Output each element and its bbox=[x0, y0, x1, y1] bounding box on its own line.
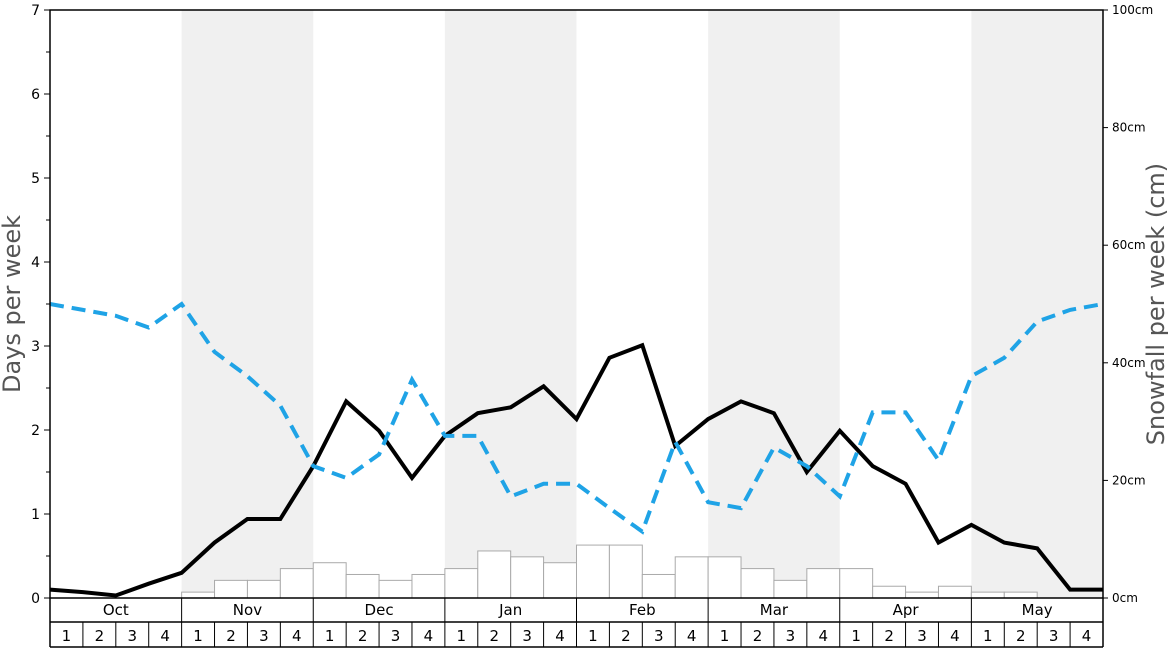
month-shade-may bbox=[971, 10, 1103, 598]
week-label: 2 bbox=[95, 627, 105, 645]
axes-layer: 0 1 2 3 4 5 6 7 0cm 20cm 40cm 60cm 80cm 100cm Oct 1 2 3 4 N… bbox=[31, 3, 1153, 648]
month-shade-jan bbox=[444, 10, 577, 598]
week-label: 1 bbox=[193, 627, 203, 645]
snowfall-bar bbox=[312, 562, 347, 599]
snowfall-bar bbox=[872, 585, 907, 599]
week-label: 2 bbox=[358, 627, 368, 645]
y-left-tick-label: 4 bbox=[31, 255, 40, 271]
week-label: 3 bbox=[127, 627, 137, 645]
snowfall-bar bbox=[641, 573, 676, 599]
week-label: 2 bbox=[489, 627, 499, 645]
snowfall-bar bbox=[378, 579, 413, 599]
week-label: 3 bbox=[522, 627, 532, 645]
y-left-tick-label: 5 bbox=[31, 171, 40, 187]
week-label: 4 bbox=[1082, 627, 1092, 645]
snowfall-bar bbox=[510, 556, 545, 599]
week-label: 3 bbox=[786, 627, 796, 645]
month-shade-nov bbox=[181, 10, 314, 598]
week-label: 1 bbox=[62, 627, 72, 645]
week-label: 4 bbox=[950, 627, 960, 645]
week-label: 2 bbox=[1016, 627, 1026, 645]
month-label-mar: Mar bbox=[760, 601, 789, 619]
y-left-tick-label: 7 bbox=[31, 3, 40, 19]
solid-series-line bbox=[49, 342, 1103, 598]
y-right-tick-label: 80cm bbox=[1112, 121, 1146, 135]
y-left-tick-label: 6 bbox=[31, 87, 40, 103]
month-label-dec: Dec bbox=[365, 601, 394, 619]
snowfall-bar bbox=[608, 544, 643, 599]
y-axis-right-title: Snowfall per week (cm) bbox=[1142, 163, 1168, 445]
snowfall-bar bbox=[1003, 591, 1038, 599]
snowfall-bar bbox=[181, 591, 216, 599]
month-label-oct: Oct bbox=[103, 601, 129, 619]
week-label: 2 bbox=[226, 627, 236, 645]
week-label: 3 bbox=[1049, 627, 1059, 645]
snowfall-bar bbox=[246, 579, 281, 599]
y-right-tick-label: 40cm bbox=[1112, 356, 1146, 370]
week-label: 4 bbox=[687, 627, 697, 645]
y-axis-left-title: Days per week bbox=[0, 215, 26, 393]
month-label-jan: Jan bbox=[498, 601, 522, 619]
snowfall-bar bbox=[477, 550, 512, 599]
week-label: 4 bbox=[819, 627, 829, 645]
month-label-nov: Nov bbox=[233, 601, 262, 619]
snowfall-bar bbox=[543, 562, 577, 599]
y-right-tick-label: 60cm bbox=[1112, 238, 1146, 252]
week-label: 1 bbox=[851, 627, 861, 645]
week-label: 3 bbox=[259, 627, 269, 645]
snowfall-bar bbox=[740, 568, 775, 599]
y-right-tick-label: 100cm bbox=[1112, 3, 1153, 17]
week-label: 4 bbox=[424, 627, 434, 645]
month-shading-layer bbox=[181, 10, 1103, 598]
snowfall-bar bbox=[905, 591, 939, 599]
snowfall-bar bbox=[674, 556, 709, 599]
week-label: 2 bbox=[884, 627, 894, 645]
snowfall-bar bbox=[279, 568, 314, 599]
snowfall-bar bbox=[444, 568, 479, 599]
week-label: 1 bbox=[457, 627, 467, 645]
snowfall-bars-layer bbox=[181, 544, 1038, 599]
series-lines-layer bbox=[49, 301, 1104, 598]
month-label-feb: Feb bbox=[629, 601, 656, 619]
week-label: 1 bbox=[983, 627, 993, 645]
snowfall-bar bbox=[707, 556, 742, 599]
week-label: 3 bbox=[917, 627, 927, 645]
snowfall-bar bbox=[806, 568, 841, 599]
snowfall-bar bbox=[214, 579, 248, 599]
snowfall-bar bbox=[970, 591, 1005, 599]
week-label: 4 bbox=[555, 627, 565, 645]
y-right-tick-label: 20cm bbox=[1112, 473, 1146, 487]
y-left-tick-label: 2 bbox=[31, 423, 40, 439]
snowfall-bar bbox=[411, 573, 446, 599]
y-left-tick-label: 0 bbox=[31, 591, 40, 607]
week-label: 2 bbox=[621, 627, 631, 645]
snowfall-bar bbox=[773, 579, 808, 599]
snowfall-bar bbox=[839, 568, 874, 599]
week-label: 4 bbox=[160, 627, 170, 645]
y-right-tick-label: 0cm bbox=[1112, 591, 1138, 605]
week-label: 1 bbox=[325, 627, 335, 645]
month-shade-mar bbox=[708, 10, 840, 598]
month-label-apr: Apr bbox=[893, 601, 920, 619]
y-left-tick-label: 1 bbox=[31, 507, 40, 523]
snowfall-bar bbox=[576, 544, 610, 599]
snowfall-bar bbox=[345, 573, 380, 599]
week-label: 4 bbox=[292, 627, 302, 645]
y-left-tick-label: 3 bbox=[31, 339, 40, 355]
week-label: 1 bbox=[588, 627, 598, 645]
week-label: 3 bbox=[654, 627, 664, 645]
week-label: 3 bbox=[391, 627, 401, 645]
week-label: 1 bbox=[720, 627, 730, 645]
month-label-may: May bbox=[1022, 601, 1053, 619]
week-label: 2 bbox=[753, 627, 763, 645]
snowfall-bar bbox=[937, 585, 972, 599]
